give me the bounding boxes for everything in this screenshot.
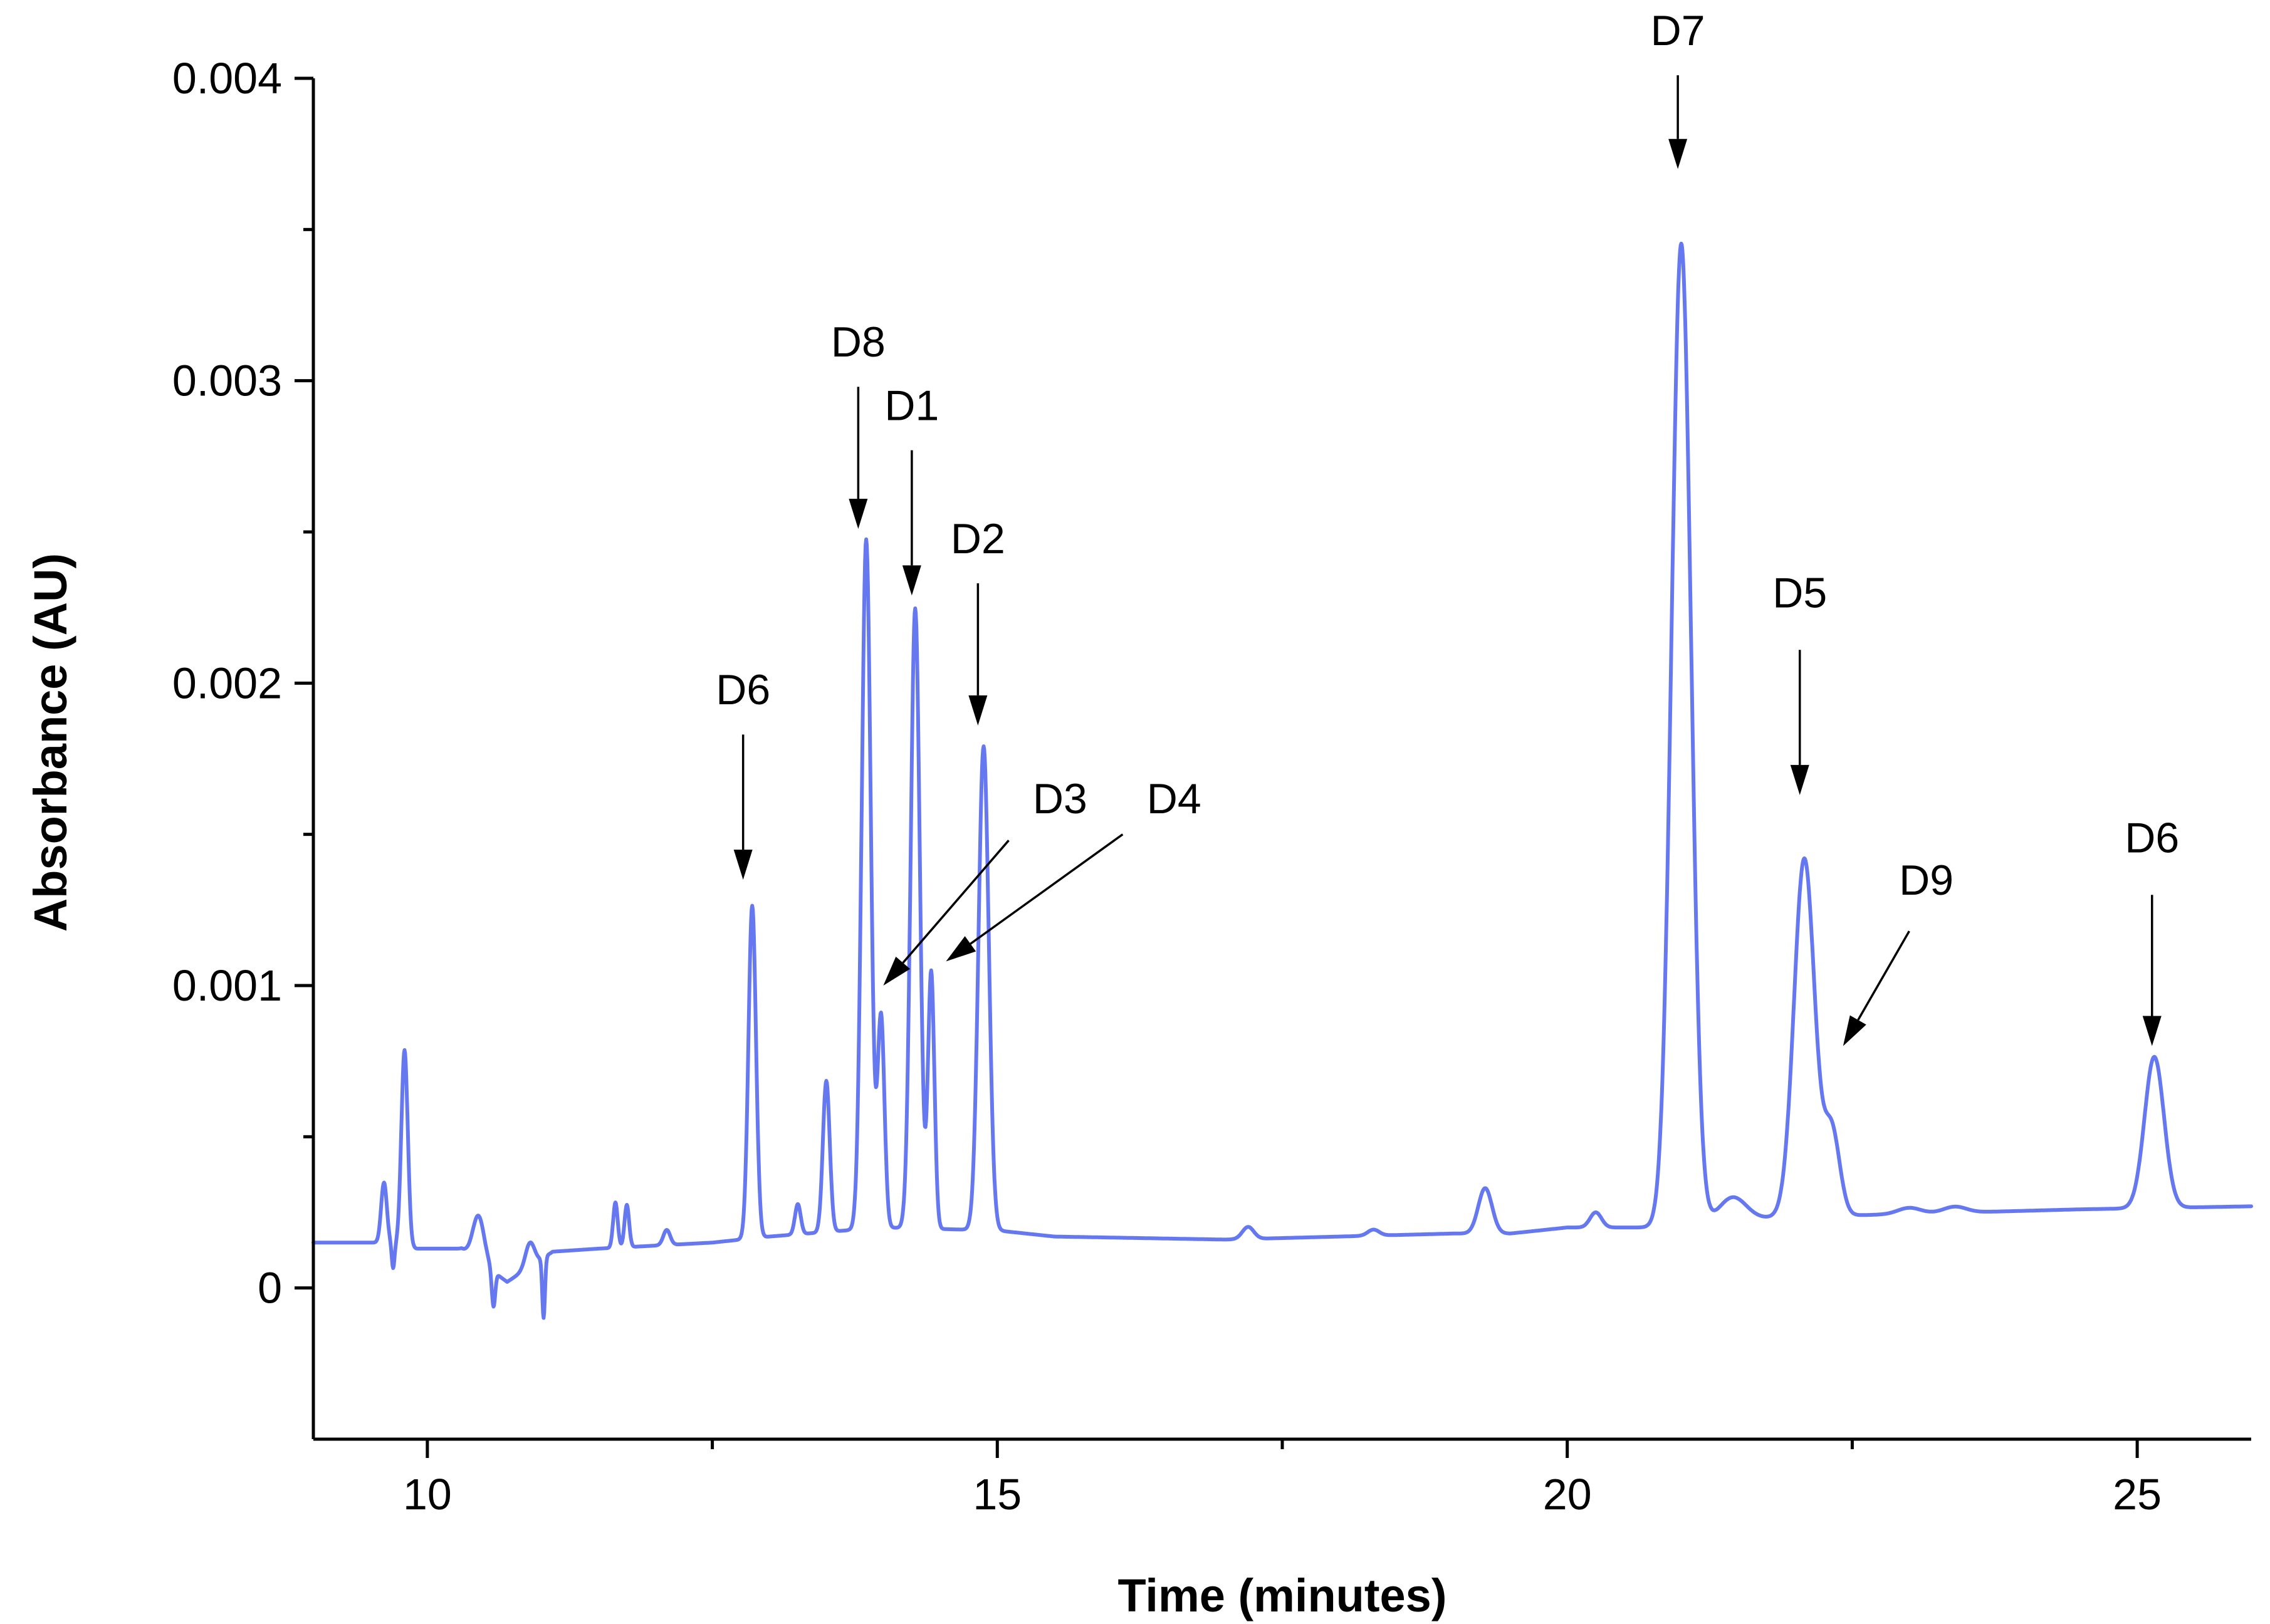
peak-annotation: D8: [831, 318, 886, 529]
peak-annotation: D9: [1843, 856, 1954, 1046]
peak-label: D6: [2125, 815, 2179, 862]
peak-annotation: D5: [1772, 570, 1827, 795]
annotation-arrowhead: [883, 956, 911, 986]
annotation-arrowhead: [2142, 1016, 2162, 1046]
peak-label: D2: [951, 515, 1005, 563]
peak-annotation: D3: [883, 775, 1087, 986]
y-tick-label: 0: [258, 1264, 282, 1313]
peak-annotation: D2: [951, 515, 1005, 726]
y-tick-label: 0.004: [172, 54, 282, 103]
peak-label: D4: [1147, 775, 1201, 823]
ticks-layer: 0 0.001 0.002 0.003 0.004 10 15 20 25: [172, 54, 2162, 1519]
annotation-arrow-line: [902, 840, 1010, 964]
y-tick-label: 0.001: [172, 961, 282, 1010]
x-axis-title: Time (minutes): [1118, 1569, 1447, 1621]
annotation-arrowhead: [902, 565, 921, 596]
annotation-arrow-line: [1857, 930, 1910, 1021]
peak-label: D9: [1899, 856, 1954, 904]
x-tick-label: 25: [2113, 1470, 2162, 1519]
y-tick-label: 0.003: [172, 357, 282, 405]
annotation-arrowhead: [946, 936, 976, 962]
annotation-layer: D6 D8 D1 D2 D3 D4 D7 D5 D9 D6: [716, 7, 2179, 1046]
peak-label: D5: [1772, 570, 1827, 617]
x-tick-label: 15: [973, 1470, 1022, 1519]
peak-label: D3: [1033, 775, 1087, 823]
peak-label: D8: [831, 318, 886, 366]
trace-layer: [311, 241, 2253, 1320]
annotation-arrowhead: [1668, 138, 1688, 169]
x-tick-label: 10: [403, 1470, 452, 1519]
x-tick-label: 20: [1543, 1470, 1592, 1519]
annotation-arrowhead: [733, 850, 753, 880]
peak-annotation: D6: [2125, 815, 2179, 1046]
peak-label: D1: [884, 382, 939, 429]
y-axis-title: Absorbance (AU): [24, 553, 76, 932]
peak-label: D7: [1651, 7, 1705, 55]
annotation-arrowhead: [1843, 1015, 1866, 1046]
peak-annotation: D7: [1651, 7, 1705, 169]
annotation-arrow-line: [970, 833, 1124, 945]
peak-annotation: D1: [884, 382, 939, 596]
peak-label: D6: [716, 666, 770, 714]
y-tick-label: 0.002: [172, 658, 282, 707]
axes-layer: [311, 78, 2251, 1441]
peak-annotation: D4: [946, 775, 1201, 962]
annotation-arrowhead: [849, 499, 868, 529]
annotation-arrowhead: [968, 695, 988, 726]
chromatogram-trace: [311, 241, 2253, 1320]
annotation-arrowhead: [1790, 764, 1809, 795]
peak-annotation: D6: [716, 666, 770, 880]
